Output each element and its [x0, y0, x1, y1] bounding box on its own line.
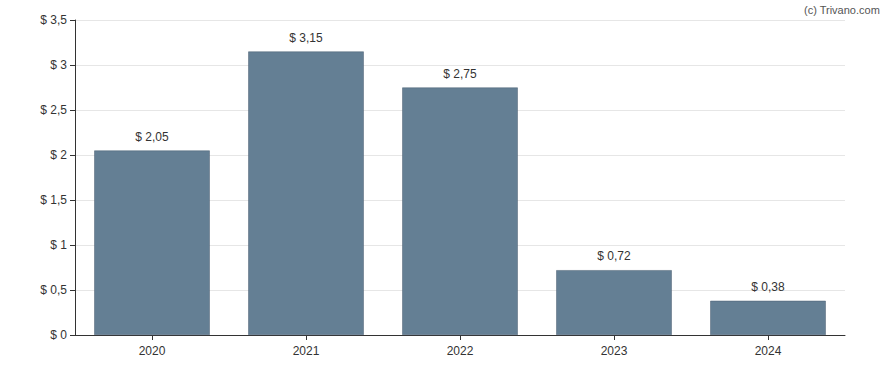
- svg-text:2023: 2023: [601, 344, 628, 358]
- svg-text:$ 1: $ 1: [50, 238, 67, 252]
- svg-text:2020: 2020: [139, 344, 166, 358]
- svg-text:$ 2,05: $ 2,05: [135, 130, 169, 144]
- svg-text:2021: 2021: [293, 344, 320, 358]
- svg-text:$ 2,75: $ 2,75: [443, 67, 477, 81]
- svg-text:2024: 2024: [755, 344, 782, 358]
- svg-text:$ 3,15: $ 3,15: [289, 31, 323, 45]
- svg-text:(c) Trivano.com: (c) Trivano.com: [804, 4, 880, 16]
- svg-text:$ 0,72: $ 0,72: [597, 249, 631, 263]
- svg-text:$ 2,5: $ 2,5: [40, 103, 67, 117]
- svg-text:$ 2: $ 2: [50, 148, 67, 162]
- svg-text:$ 0,5: $ 0,5: [40, 283, 67, 297]
- svg-text:$ 0: $ 0: [50, 328, 67, 342]
- svg-text:$ 0,38: $ 0,38: [751, 280, 785, 294]
- svg-text:$ 3,5: $ 3,5: [40, 13, 67, 27]
- svg-text:$ 1,5: $ 1,5: [40, 193, 67, 207]
- svg-text:$ 3: $ 3: [50, 58, 67, 72]
- svg-text:2022: 2022: [447, 344, 474, 358]
